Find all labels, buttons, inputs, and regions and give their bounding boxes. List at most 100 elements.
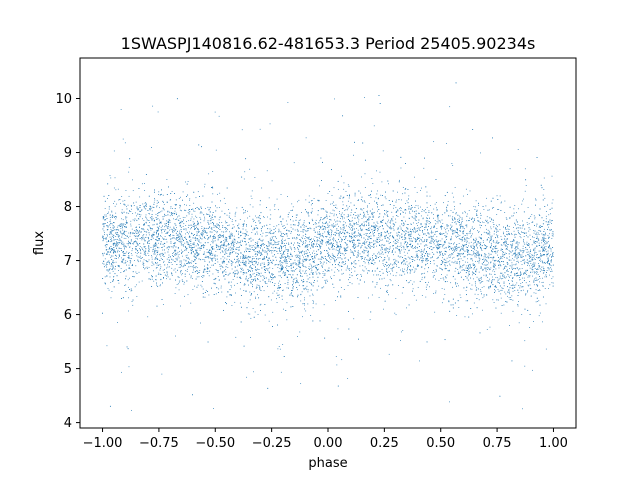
data-point: [257, 244, 259, 246]
data-point: [547, 235, 549, 237]
data-point: [119, 266, 120, 268]
data-point: [373, 233, 374, 235]
data-point: [362, 242, 363, 244]
data-point: [545, 234, 547, 236]
data-point: [166, 247, 168, 249]
data-point: [122, 255, 124, 256]
data-point: [509, 325, 510, 326]
data-point: [409, 262, 411, 264]
data-point: [212, 253, 214, 255]
data-point: [493, 256, 494, 258]
data-point: [286, 233, 288, 235]
data-point: [330, 242, 332, 243]
data-point: [417, 230, 418, 231]
data-point: [293, 266, 294, 268]
data-point: [263, 262, 265, 264]
data-point: [221, 244, 223, 246]
data-point: [486, 269, 488, 270]
data-point: [178, 220, 180, 221]
data-point: [520, 282, 522, 284]
data-point: [250, 267, 252, 269]
data-point: [152, 105, 154, 107]
data-point: [168, 247, 170, 249]
data-point: [313, 198, 315, 199]
data-point: [489, 240, 491, 241]
data-point: [131, 208, 132, 210]
data-point: [127, 279, 129, 281]
data-point: [407, 252, 408, 254]
data-point: [179, 235, 180, 237]
data-point: [301, 212, 302, 213]
data-point: [152, 245, 154, 247]
data-point: [190, 277, 192, 279]
data-point: [377, 228, 379, 230]
data-point: [525, 282, 527, 284]
data-point: [299, 258, 300, 260]
data-point: [168, 254, 170, 256]
data-point: [232, 272, 234, 274]
data-point: [475, 261, 476, 262]
data-point: [166, 241, 168, 243]
data-point: [266, 254, 268, 256]
data-point: [130, 225, 132, 227]
data-point: [539, 226, 541, 228]
data-point: [422, 217, 424, 219]
data-point: [333, 225, 335, 227]
data-point: [336, 223, 338, 225]
data-point: [190, 266, 192, 267]
data-point: [162, 269, 164, 271]
data-point: [466, 236, 468, 238]
data-point: [114, 177, 116, 179]
data-point: [261, 235, 263, 237]
data-point: [107, 225, 109, 227]
data-point: [470, 258, 471, 260]
data-point: [379, 236, 381, 238]
data-point: [487, 229, 489, 231]
data-point: [385, 251, 387, 253]
data-point: [521, 254, 523, 256]
data-point: [402, 193, 404, 195]
data-point: [523, 277, 525, 279]
data-point: [465, 300, 467, 302]
data-point: [156, 284, 157, 286]
data-point: [156, 244, 158, 246]
data-point: [491, 250, 493, 252]
data-point: [471, 288, 473, 290]
data-point: [455, 235, 457, 237]
data-point: [364, 250, 365, 251]
data-point: [357, 224, 359, 225]
data-point: [460, 248, 462, 250]
data-point: [443, 227, 445, 229]
data-point: [399, 252, 401, 254]
data-point: [113, 244, 114, 246]
data-point: [216, 270, 218, 271]
data-point: [456, 248, 458, 250]
data-point: [383, 244, 384, 246]
data-point: [178, 266, 180, 268]
data-point: [482, 221, 483, 223]
data-point: [269, 250, 271, 252]
data-point: [244, 283, 246, 285]
data-point: [527, 254, 529, 256]
data-point: [468, 210, 470, 211]
data-point: [437, 248, 439, 250]
data-point: [105, 214, 107, 216]
data-point: [327, 239, 329, 240]
data-point: [316, 240, 318, 242]
data-point: [226, 296, 228, 298]
data-point: [373, 216, 375, 218]
data-point: [481, 287, 483, 288]
data-point: [477, 252, 478, 254]
data-point: [323, 286, 325, 288]
data-point: [227, 267, 229, 268]
data-point: [429, 195, 431, 197]
data-point: [469, 190, 471, 192]
data-point: [258, 262, 259, 264]
data-point: [198, 229, 199, 230]
data-point: [533, 262, 535, 264]
data-point: [456, 283, 458, 285]
data-point: [316, 269, 318, 271]
data-point: [451, 238, 452, 240]
data-point: [538, 263, 539, 264]
data-point: [398, 250, 400, 251]
